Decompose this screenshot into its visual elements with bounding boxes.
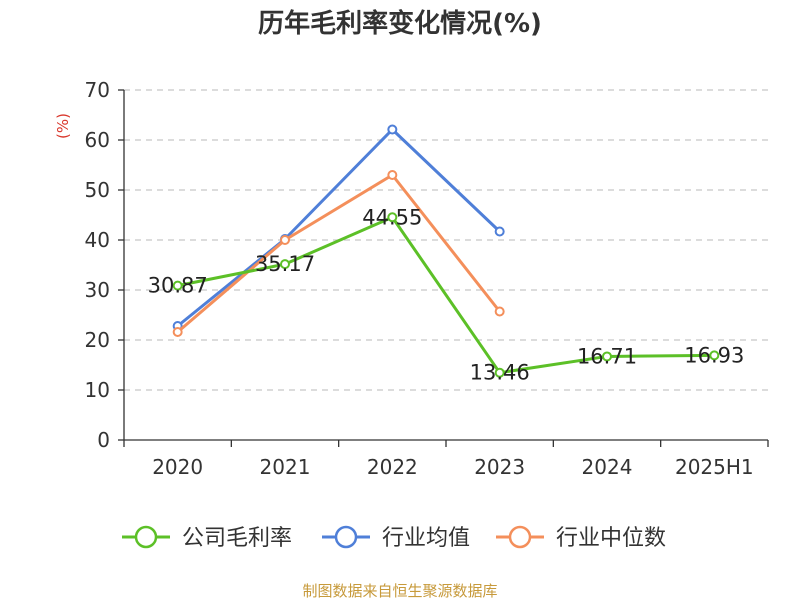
legend-marker	[508, 525, 532, 549]
legend: 公司毛利率 行业均值 行业中位数	[122, 525, 666, 551]
legend-item: 行业中位数	[496, 525, 666, 551]
legend-label: 行业中位数	[556, 526, 666, 551]
data-label: 44.55	[362, 205, 422, 229]
y-axis-label: (%)	[54, 113, 72, 139]
y-tick-label: 70	[85, 78, 110, 102]
data-point	[387, 170, 398, 180]
data-point	[172, 280, 183, 291]
data-label: 16.93	[684, 343, 744, 367]
series-line	[176, 215, 716, 375]
data-point	[387, 124, 398, 135]
source-note: 制图数据来自恒生聚源数据库	[302, 582, 497, 600]
y-tick-label: 50	[85, 178, 110, 202]
data-point	[494, 367, 505, 378]
data-label-layer: 30.87 35.17 44.55 13.46 16.71 16.93	[148, 205, 745, 384]
y-tick-label: 60	[85, 128, 110, 152]
x-tick-label: 2024	[582, 455, 633, 479]
x-tick-label: 2025H1	[675, 455, 754, 479]
axis-layer: 0 10 20 30 40 50 60 70 2020 2021 2022 2023 2024 2025H…	[85, 78, 769, 479]
data-label: 16.71	[577, 344, 637, 368]
data-point	[494, 306, 505, 317]
x-tick-label: 2023	[474, 455, 525, 479]
series-line	[176, 173, 502, 334]
legend-label: 行业均值	[382, 526, 470, 551]
data-label: 30.87	[148, 274, 208, 298]
y-tick-label: 0	[97, 428, 110, 452]
legend-item: 公司毛利率	[122, 525, 292, 551]
data-point	[602, 351, 612, 362]
grid-layer	[124, 89, 768, 391]
legend-marker	[334, 525, 358, 549]
series-line	[176, 128, 502, 328]
series-layer	[172, 124, 720, 378]
data-point	[280, 235, 290, 245]
y-tick-label: 10	[85, 378, 110, 402]
y-tick-label: 20	[85, 328, 110, 352]
data-point	[172, 327, 183, 337]
x-tick-label: 2020	[152, 455, 203, 479]
legend-label: 公司毛利率	[182, 526, 292, 551]
x-tick-label: 2021	[260, 455, 311, 479]
data-label: 35.17	[255, 252, 315, 276]
data-label: 13.46	[470, 361, 530, 385]
legend-item: 行业均值	[322, 525, 470, 551]
legend-marker	[134, 525, 158, 549]
chart-title: 历年毛利率变化情况(%)	[258, 8, 542, 39]
data-point	[280, 259, 290, 270]
x-tick-label: 2022	[367, 455, 418, 479]
data-point	[709, 350, 720, 361]
y-tick-label: 40	[85, 228, 110, 252]
data-point	[387, 212, 398, 223]
data-point	[494, 226, 505, 237]
y-tick-label: 30	[85, 278, 110, 302]
